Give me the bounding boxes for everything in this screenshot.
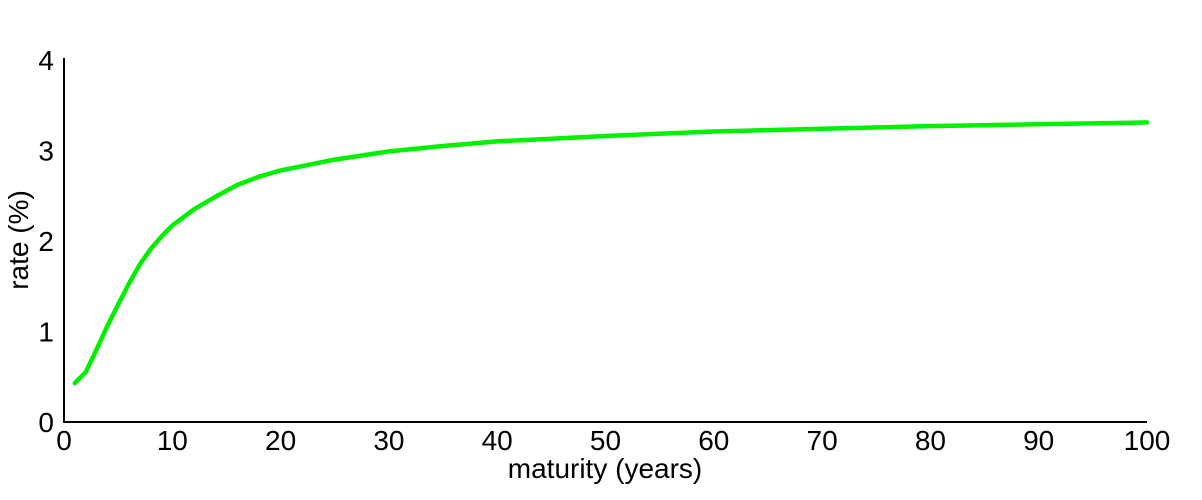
y-tick-label: 3 bbox=[38, 136, 54, 167]
y-tick-label: 0 bbox=[38, 407, 54, 438]
y-tick-label: 2 bbox=[38, 226, 54, 257]
x-tick-label: 30 bbox=[373, 425, 404, 456]
x-tick-label: 10 bbox=[157, 425, 188, 456]
x-tick-label: 80 bbox=[915, 425, 946, 456]
y-tick-label: 1 bbox=[38, 317, 54, 348]
x-tick-label: 40 bbox=[482, 425, 513, 456]
x-tick-labels: 0 10 20 30 40 50 60 70 80 90 100 bbox=[56, 425, 1170, 456]
rate-curve-line bbox=[72, 120, 1150, 386]
x-tick-label: 0 bbox=[56, 425, 72, 456]
x-tick-label: 70 bbox=[807, 425, 838, 456]
x-tick-label: 60 bbox=[698, 425, 729, 456]
series-group bbox=[72, 120, 1150, 386]
x-tick-label: 20 bbox=[265, 425, 296, 456]
y-axis-label: rate (%) bbox=[3, 190, 34, 290]
x-tick-label: 50 bbox=[590, 425, 621, 456]
x-tick-label: 90 bbox=[1023, 425, 1054, 456]
y-tick-labels: 0 1 2 3 4 bbox=[38, 45, 54, 438]
x-axis-label: maturity (years) bbox=[508, 453, 702, 484]
y-tick-label: 4 bbox=[38, 45, 54, 76]
x-tick-label: 100 bbox=[1124, 425, 1171, 456]
